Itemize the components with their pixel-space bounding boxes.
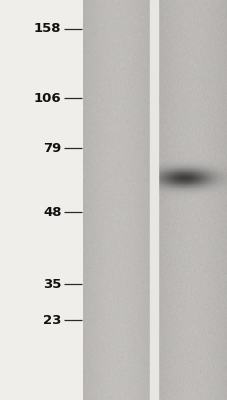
Text: 35: 35 xyxy=(43,278,61,290)
Bar xyxy=(150,0,158,400)
Text: 79: 79 xyxy=(43,142,61,154)
Text: 158: 158 xyxy=(34,22,61,35)
Text: 23: 23 xyxy=(43,314,61,326)
Text: 106: 106 xyxy=(34,92,61,104)
Text: 48: 48 xyxy=(43,206,61,218)
